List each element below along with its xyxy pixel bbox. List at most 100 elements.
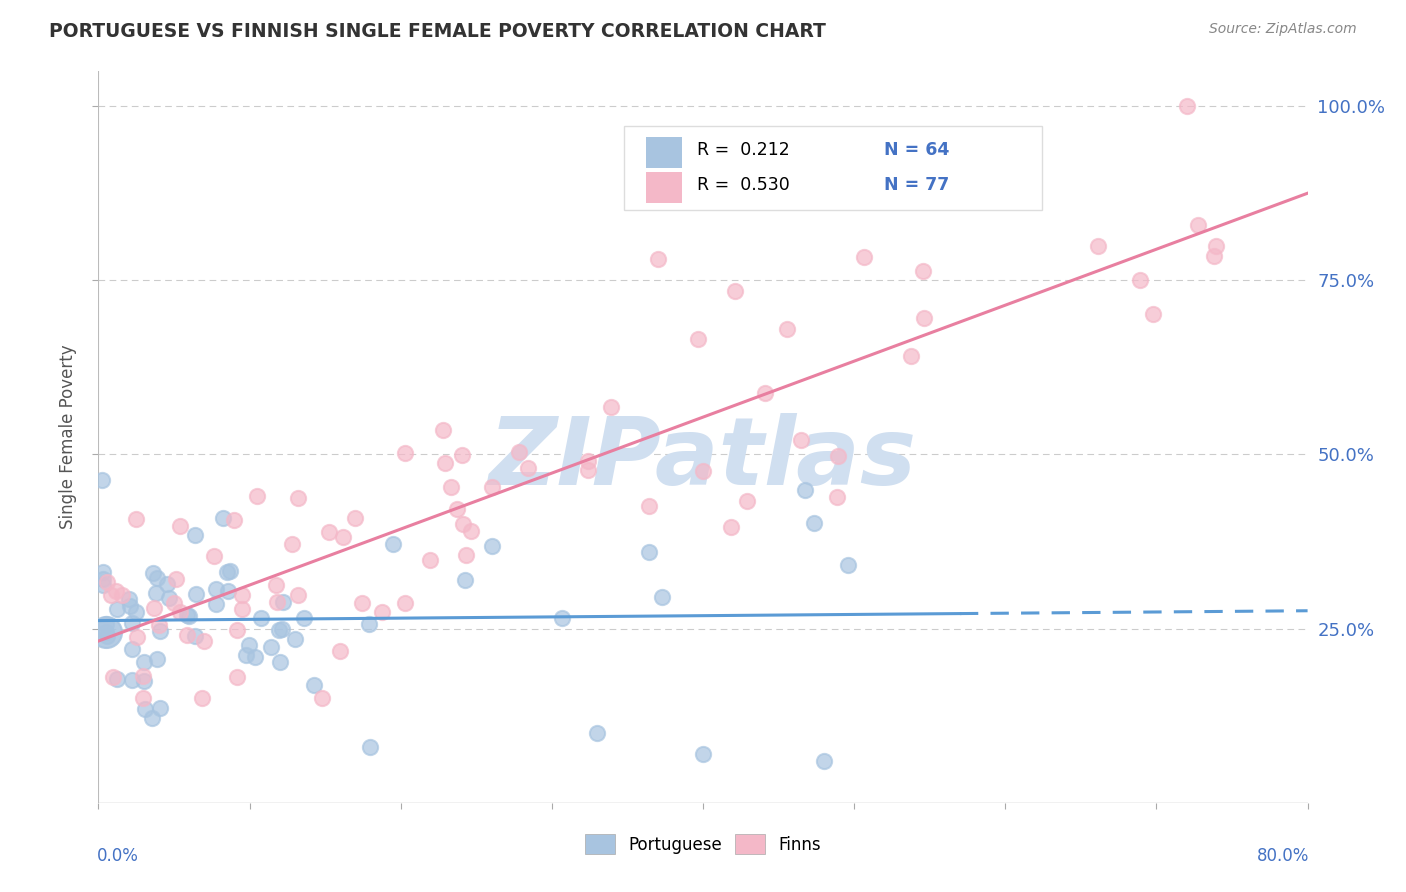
Point	[790, 433, 813, 447]
Point	[184, 587, 207, 601]
Point	[264, 577, 287, 591]
Bar	[647, 136, 682, 168]
Point	[163, 596, 186, 610]
Point	[225, 623, 247, 637]
Point	[125, 605, 148, 619]
Point	[1187, 219, 1209, 233]
Point	[432, 423, 454, 437]
Point	[754, 386, 776, 401]
Point	[381, 537, 404, 551]
Point	[311, 691, 333, 706]
Point	[157, 591, 180, 605]
Point	[231, 601, 253, 615]
Point	[132, 674, 155, 689]
Point	[304, 678, 326, 692]
Point	[142, 566, 165, 581]
Point	[184, 527, 207, 541]
Point	[105, 584, 128, 599]
Text: PORTUGUESE VS FINNISH SINGLE FEMALE POVERTY CORRELATION CHART: PORTUGUESE VS FINNISH SINGLE FEMALE POVE…	[49, 22, 827, 41]
Point	[94, 625, 117, 640]
Point	[1087, 238, 1109, 252]
Point	[125, 630, 148, 644]
Point	[238, 639, 260, 653]
Point	[735, 494, 758, 508]
Point	[332, 530, 354, 544]
Point	[165, 572, 187, 586]
Point	[246, 489, 269, 503]
Point	[394, 446, 416, 460]
Text: 80.0%: 80.0%	[1257, 847, 1309, 864]
Point	[686, 332, 709, 346]
Point	[107, 601, 129, 615]
Point	[105, 672, 128, 686]
Point	[1204, 249, 1226, 263]
Point	[132, 691, 155, 706]
Point	[287, 491, 309, 505]
Point	[1175, 99, 1198, 113]
Point	[360, 740, 382, 755]
Point	[118, 592, 141, 607]
Point	[121, 616, 143, 631]
Point	[177, 609, 200, 624]
Point	[825, 490, 848, 504]
Bar	[647, 172, 682, 203]
Point	[599, 401, 621, 415]
Point	[451, 448, 474, 462]
Point	[516, 461, 538, 475]
Point	[120, 599, 142, 613]
Point	[269, 655, 291, 669]
Point	[215, 565, 238, 579]
Point	[266, 595, 288, 609]
Point	[419, 553, 441, 567]
Point	[1205, 239, 1227, 253]
Point	[134, 701, 156, 715]
Point	[359, 617, 381, 632]
Point	[692, 464, 714, 478]
Point	[271, 622, 294, 636]
Point	[231, 588, 253, 602]
Point	[235, 648, 257, 662]
Point	[292, 610, 315, 624]
Point	[352, 596, 374, 610]
Point	[284, 632, 307, 646]
Point	[156, 577, 179, 591]
Point	[900, 349, 922, 363]
Point	[720, 520, 742, 534]
Point	[827, 450, 849, 464]
Point	[149, 624, 172, 638]
Point	[100, 588, 122, 602]
Point	[205, 597, 228, 611]
Point	[225, 670, 247, 684]
Point	[121, 642, 143, 657]
Point	[460, 524, 482, 538]
Point	[224, 513, 246, 527]
Legend: Portuguese, Finns: Portuguese, Finns	[578, 828, 828, 860]
Point	[446, 502, 468, 516]
Point	[217, 584, 239, 599]
Point	[394, 596, 416, 610]
Point	[803, 516, 825, 530]
Point	[1129, 273, 1152, 287]
Point	[93, 572, 115, 586]
Point	[184, 629, 207, 643]
Point	[586, 726, 609, 740]
Point	[454, 548, 477, 562]
Text: ZIPatlas: ZIPatlas	[489, 413, 917, 505]
Point	[1142, 307, 1164, 321]
Point	[96, 616, 118, 631]
Point	[169, 519, 191, 533]
Point	[132, 669, 155, 683]
Point	[145, 571, 167, 585]
Point	[260, 640, 283, 654]
Point	[576, 454, 599, 468]
Point	[287, 588, 309, 602]
Point	[637, 499, 659, 513]
Y-axis label: Single Female Poverty: Single Female Poverty	[59, 345, 77, 529]
Point	[647, 252, 669, 267]
Point	[145, 586, 167, 600]
Point	[434, 456, 457, 470]
Text: N = 77: N = 77	[884, 176, 949, 194]
Point	[370, 605, 392, 619]
Point	[440, 480, 463, 494]
Point	[205, 582, 228, 596]
